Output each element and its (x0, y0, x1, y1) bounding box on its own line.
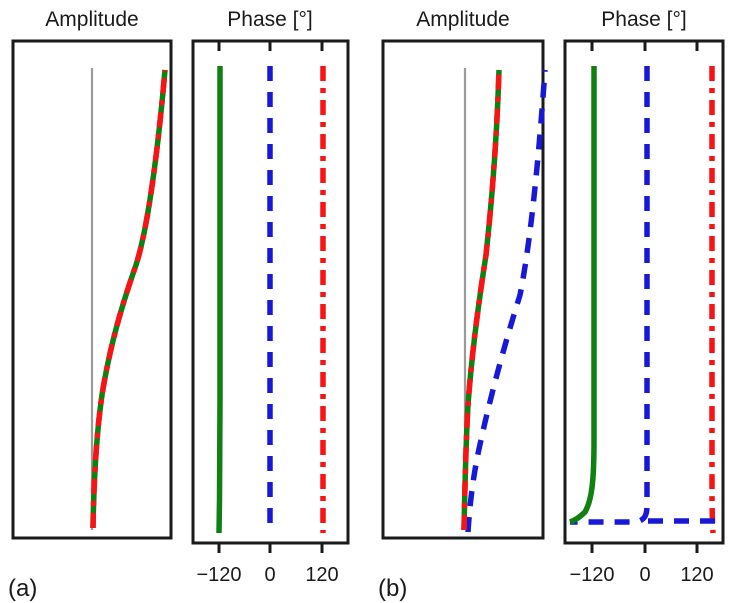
panel-label-a: (a) (8, 575, 37, 602)
curve-b-amplitude-red-dashdot (461, 69, 502, 531)
tick-label-b-phase-1: −120 (569, 564, 614, 586)
curve-b-phase-blue-dashed-vertical (570, 66, 650, 525)
tick-label-a-phase-3: 120 (305, 564, 338, 586)
subplot-b-phase (563, 39, 725, 553)
title-b-phase: Phase [°] (601, 8, 686, 31)
curve-b-phase-green-solid (569, 66, 597, 525)
subplot-a-amplitude (11, 39, 173, 540)
title-a-amplitude: Amplitude (45, 8, 138, 31)
axis-frame-b-amplitude (381, 39, 545, 540)
title-a-phase: Phase [°] (227, 8, 312, 31)
curve-b-amplitude-blue-dashed (465, 69, 548, 533)
tick-label-a-phase-1: −120 (196, 564, 241, 586)
tick-label-a-phase-2: 0 (264, 564, 275, 586)
tick-label-b-phase-3: 120 (680, 564, 713, 586)
curve-a-phase-green-solid (216, 66, 223, 534)
subplot-b-amplitude (381, 39, 548, 540)
panel-label-b: (b) (378, 575, 407, 602)
subplot-a-phase (191, 39, 350, 553)
title-b-amplitude: Amplitude (416, 8, 509, 31)
curve-a-amplitude-red-dashdot (90, 69, 168, 529)
tick-label-b-phase-2: 0 (639, 564, 650, 586)
panel-group-b: Amplitude Phase [°] (378, 8, 725, 602)
axis-frame-b-phase (563, 39, 725, 545)
panel-group-a: Amplitude Phase [°] (8, 8, 350, 602)
